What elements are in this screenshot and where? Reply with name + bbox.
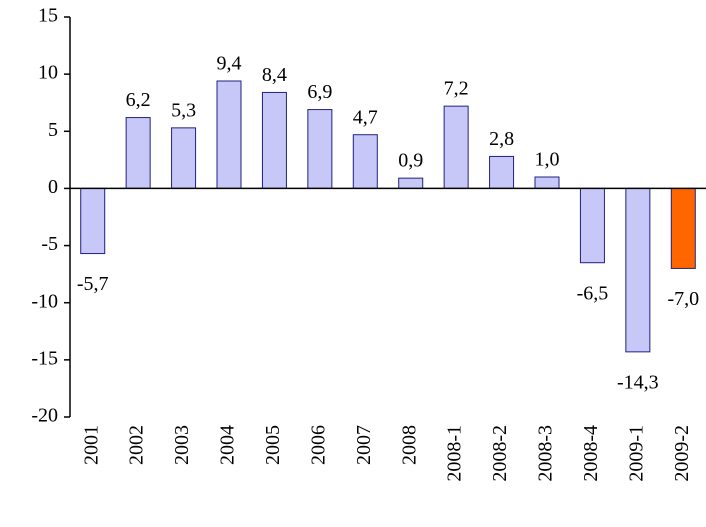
bar [489,155,515,189]
y-tick-label: 10 [38,62,58,84]
bar [261,91,287,189]
data-label: 8,4 [262,64,287,86]
y-tick-label: 15 [38,5,58,27]
x-tick-label: 2008-4 [580,425,602,482]
data-label: 6,9 [307,81,332,103]
bar [625,187,651,353]
x-tick-label: 2009-2 [671,425,693,482]
bar [171,127,197,189]
x-tick-label: 2006 [307,425,329,465]
bar [307,109,333,189]
bar [125,117,151,189]
data-label: 2,8 [489,128,514,150]
y-tick-label: -20 [31,405,58,427]
x-tick-label: 2002 [126,425,148,465]
bar [80,187,106,255]
bar [579,187,605,264]
x-tick-label: 2008 [398,425,420,465]
data-label: 6,2 [126,89,151,111]
data-label: -6,5 [577,282,609,304]
x-tick-label: 2001 [80,425,102,465]
x-tick-label: 2003 [171,425,193,465]
data-label: 5,3 [171,99,196,121]
bar [216,80,242,189]
data-label: 0,9 [398,150,423,172]
bar [398,177,424,189]
data-label: 4,7 [353,106,378,128]
x-tick-label: 2008-1 [444,425,466,482]
data-label: -14,3 [617,371,659,393]
x-tick-label: 2008-3 [535,425,557,482]
y-tick-label: 5 [48,119,58,141]
y-tick-label: 0 [48,176,58,198]
data-label: 1,0 [535,149,560,171]
y-tick-label: -5 [41,233,58,255]
bar [670,187,696,269]
y-tick-label: -10 [31,290,58,312]
bar [352,134,378,189]
data-label: 9,4 [217,53,242,75]
data-label: -7,0 [667,288,699,310]
y-tick-label: -15 [31,347,58,369]
bar [534,176,560,189]
bar [443,105,469,189]
data-label: 7,2 [444,78,469,100]
x-tick-label: 2004 [217,425,239,465]
x-tick-label: 2007 [353,425,375,465]
x-tick-label: 2009-1 [625,425,647,482]
x-tick-label: 2008-2 [489,425,511,482]
data-label: -5,7 [77,273,109,295]
x-tick-label: 2005 [262,425,284,465]
